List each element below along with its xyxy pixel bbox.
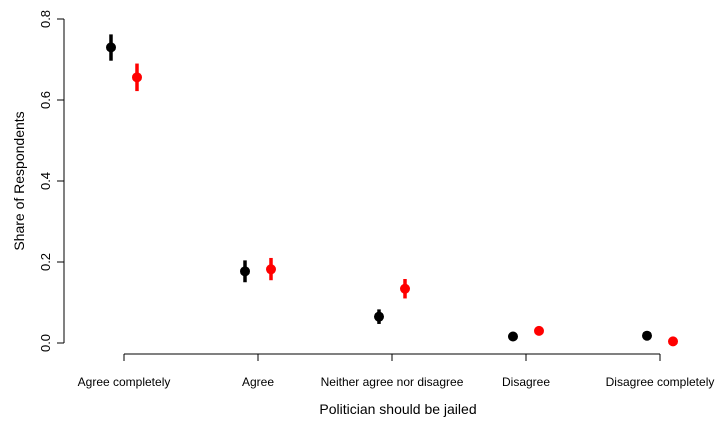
data-point bbox=[400, 283, 410, 294]
data-point bbox=[106, 42, 116, 53]
y-tick-label: 0.8 bbox=[38, 10, 53, 28]
data-point bbox=[132, 72, 142, 83]
data-point bbox=[240, 266, 250, 277]
y-tick-label: 0.2 bbox=[38, 253, 53, 271]
x-tick-label: Agree completely bbox=[78, 375, 171, 389]
data-point bbox=[534, 325, 544, 336]
x-axis-title: Politician should be jailed bbox=[319, 401, 476, 417]
y-tick-label: 0.6 bbox=[38, 91, 53, 109]
x-axis: Agree completely Agree Neither agree nor d… bbox=[78, 353, 715, 389]
y-axis: 0.0 0.2 0.4 0.6 0.8 bbox=[38, 10, 65, 352]
data-point bbox=[642, 330, 652, 341]
x-tick-label: Disagree completely bbox=[606, 375, 715, 389]
x-tick-label: Agree bbox=[242, 375, 274, 389]
y-tick-label: 0.4 bbox=[38, 172, 53, 190]
data-point bbox=[508, 331, 518, 342]
error-bars bbox=[109, 34, 675, 343]
x-tick-label: Disagree bbox=[502, 375, 550, 389]
y-axis-title: Share of Respondents bbox=[11, 111, 27, 250]
x-tick-label: Neither agree nor disagree bbox=[321, 375, 464, 389]
data-points bbox=[106, 42, 678, 347]
data-point bbox=[374, 311, 384, 322]
y-tick-label: 0.0 bbox=[38, 334, 53, 352]
data-point bbox=[668, 336, 678, 347]
data-point bbox=[266, 264, 276, 275]
